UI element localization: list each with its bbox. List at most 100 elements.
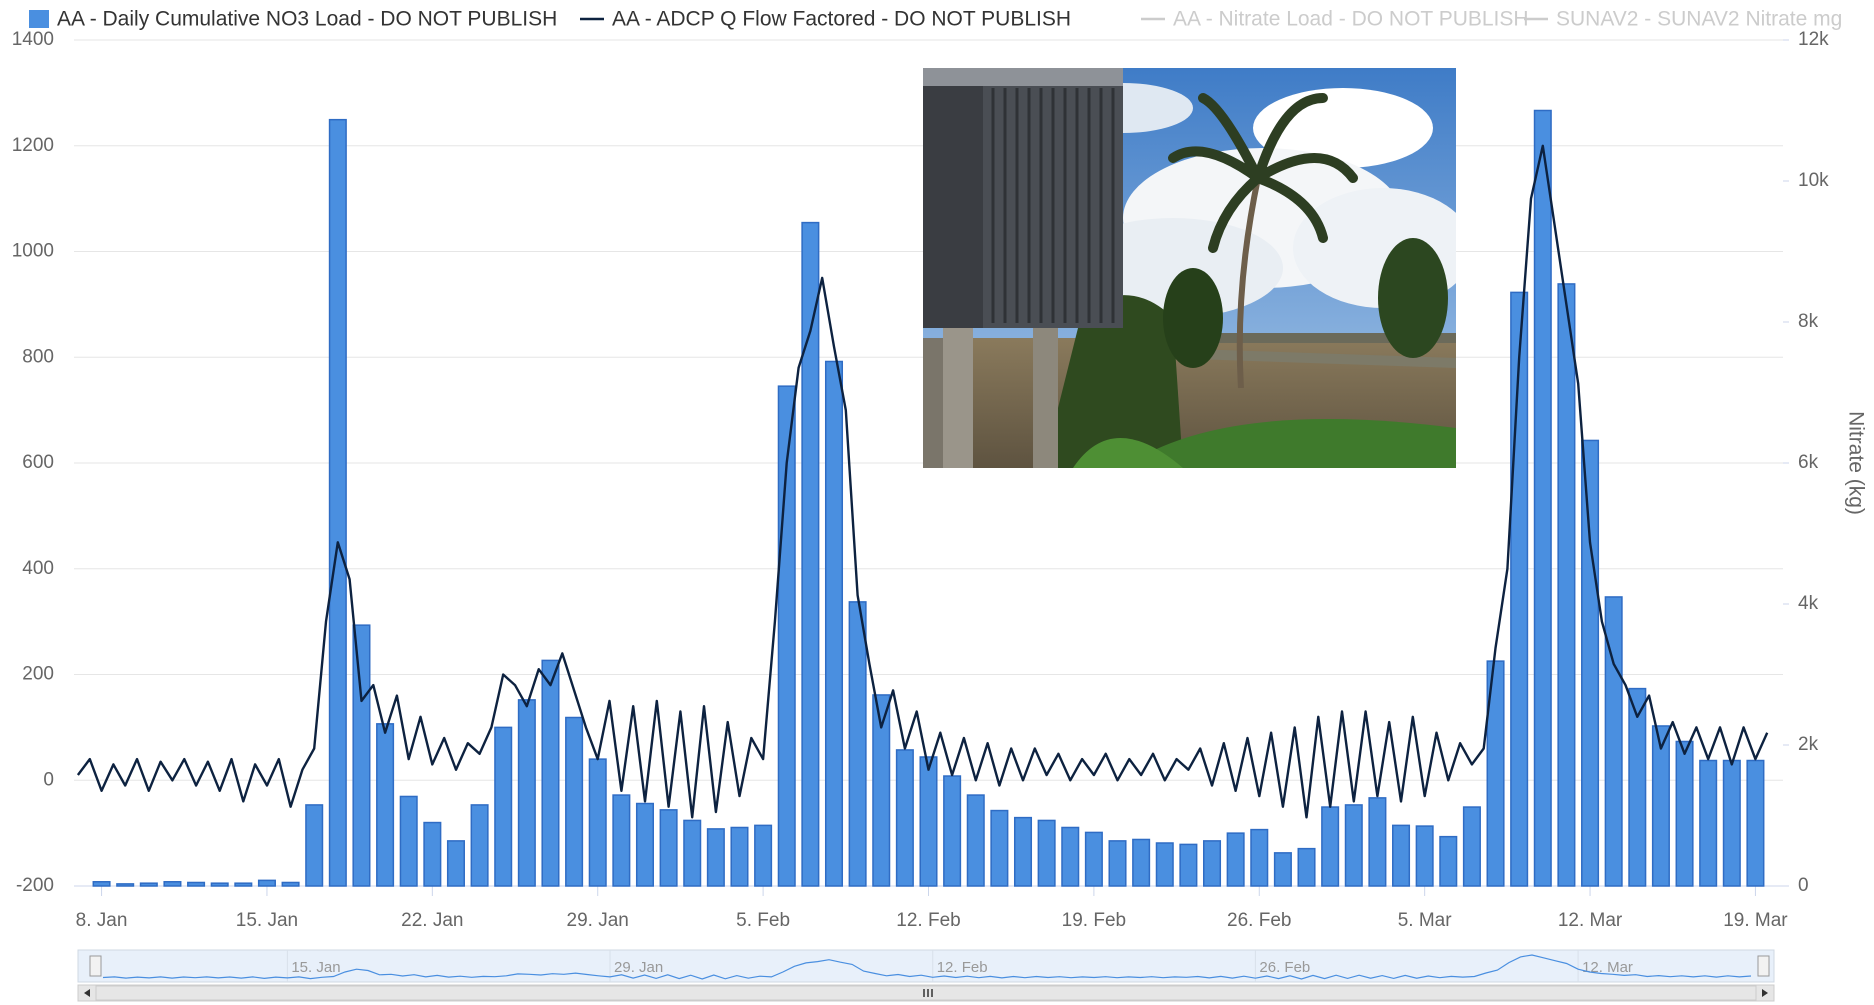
legend-item[interactable]: AA - Daily Cumulative NO3 Load - DO NOT … [57, 8, 557, 31]
navigator-tick-label: 29. Jan [614, 959, 663, 976]
bar [1535, 111, 1552, 887]
x-tick-label: 22. Jan [401, 910, 463, 931]
y-tick-label: 200 [22, 664, 54, 685]
bar [1700, 761, 1717, 886]
navigator-handle[interactable] [90, 956, 101, 976]
bar [1440, 837, 1457, 886]
bar [849, 602, 866, 886]
bar [1511, 292, 1528, 886]
legend-item[interactable]: SUNAV2 - SUNAV2 Nitrate mg [1556, 8, 1842, 31]
bar [1747, 761, 1764, 886]
y2-axis-title: Nitrate (kg) [1844, 411, 1867, 515]
x-tick-label: 19. Mar [1723, 910, 1788, 931]
bar [1133, 839, 1150, 886]
bar [1109, 841, 1126, 886]
bar [967, 795, 984, 886]
y2-tick-label: 12k [1798, 29, 1829, 50]
bar [282, 882, 299, 886]
y-tick-label: 600 [22, 452, 54, 473]
y-tick-label: -200 [16, 875, 54, 896]
bar [93, 882, 110, 886]
x-tick-label: 15. Jan [236, 910, 298, 931]
bar [448, 841, 465, 886]
bar [1086, 832, 1103, 886]
bar [353, 625, 370, 886]
x-tick-label: 12. Feb [896, 910, 960, 931]
bar [1558, 284, 1575, 886]
bar [141, 883, 158, 886]
legend-item[interactable]: AA - ADCP Q Flow Factored - DO NOT PUBLI… [612, 8, 1071, 31]
site-photo [923, 68, 1473, 468]
bar [1251, 830, 1268, 886]
bar [802, 223, 819, 886]
bar [660, 810, 677, 886]
x-tick-label: 26. Feb [1227, 910, 1291, 931]
navigator-tick-label: 26. Feb [1259, 959, 1310, 976]
bar [1724, 761, 1741, 886]
bar [1062, 827, 1079, 886]
bar [471, 805, 488, 886]
y2-tick-label: 0 [1798, 875, 1809, 896]
x-tick-label: 12. Mar [1558, 910, 1623, 931]
bar [495, 727, 512, 886]
y-tick-label: 1400 [12, 29, 54, 50]
bar [377, 724, 394, 886]
y-tick-label: 400 [22, 558, 54, 579]
y2-tick-label: 10k [1798, 170, 1829, 191]
bar [1275, 853, 1292, 886]
bar [1676, 741, 1693, 886]
bar [708, 829, 725, 886]
bar [944, 776, 961, 886]
bar [400, 796, 417, 886]
bar [1204, 841, 1221, 886]
bar [1322, 807, 1339, 886]
x-tick-label: 19. Feb [1062, 910, 1126, 931]
navigator-handle[interactable] [1758, 956, 1769, 976]
bar [991, 811, 1008, 886]
x-tick-label: 5. Mar [1398, 910, 1453, 931]
bar [330, 120, 347, 886]
bar [1416, 826, 1433, 886]
chart: Nitrate (kg) -20002004006008001000120014… [0, 0, 1874, 1005]
bar [1156, 843, 1173, 886]
bar [637, 804, 654, 886]
bar [589, 759, 606, 886]
bar [1653, 726, 1670, 886]
y2-tick-label: 8k [1798, 311, 1819, 332]
y-tick-label: 1000 [12, 241, 54, 262]
x-tick-label: 5. Feb [736, 910, 790, 931]
bar [306, 805, 323, 886]
bar [1298, 849, 1315, 886]
bar [1346, 805, 1363, 886]
bar [613, 795, 630, 886]
bar [188, 882, 205, 886]
bar [1393, 825, 1410, 886]
x-tick-label: 29. Jan [567, 910, 629, 931]
navigator-tick-label: 15. Jan [291, 959, 340, 976]
bar [542, 660, 559, 886]
bar [164, 882, 181, 886]
navigator-tick-label: 12. Feb [937, 959, 988, 976]
bar [519, 700, 536, 886]
legend-symbol[interactable] [29, 10, 49, 28]
y2-tick-label: 2k [1798, 734, 1819, 755]
bar [1464, 807, 1481, 886]
bar [920, 757, 937, 886]
bar [566, 718, 583, 886]
bar [897, 750, 914, 886]
y2-tick-label: 6k [1798, 452, 1819, 473]
bar [211, 883, 228, 886]
scrollbar-thumb[interactable] [96, 986, 1756, 1000]
legend-item[interactable]: AA - Nitrate Load - DO NOT PUBLISH [1173, 8, 1529, 31]
bar [1015, 818, 1032, 886]
bar [1227, 833, 1244, 886]
y-tick-label: 0 [43, 769, 54, 790]
bar [1180, 844, 1197, 886]
bar [755, 825, 772, 886]
bar [235, 883, 252, 886]
bar [684, 820, 701, 886]
bar [1582, 440, 1599, 886]
bar [117, 884, 134, 886]
bar [259, 880, 276, 886]
bar [731, 827, 748, 886]
